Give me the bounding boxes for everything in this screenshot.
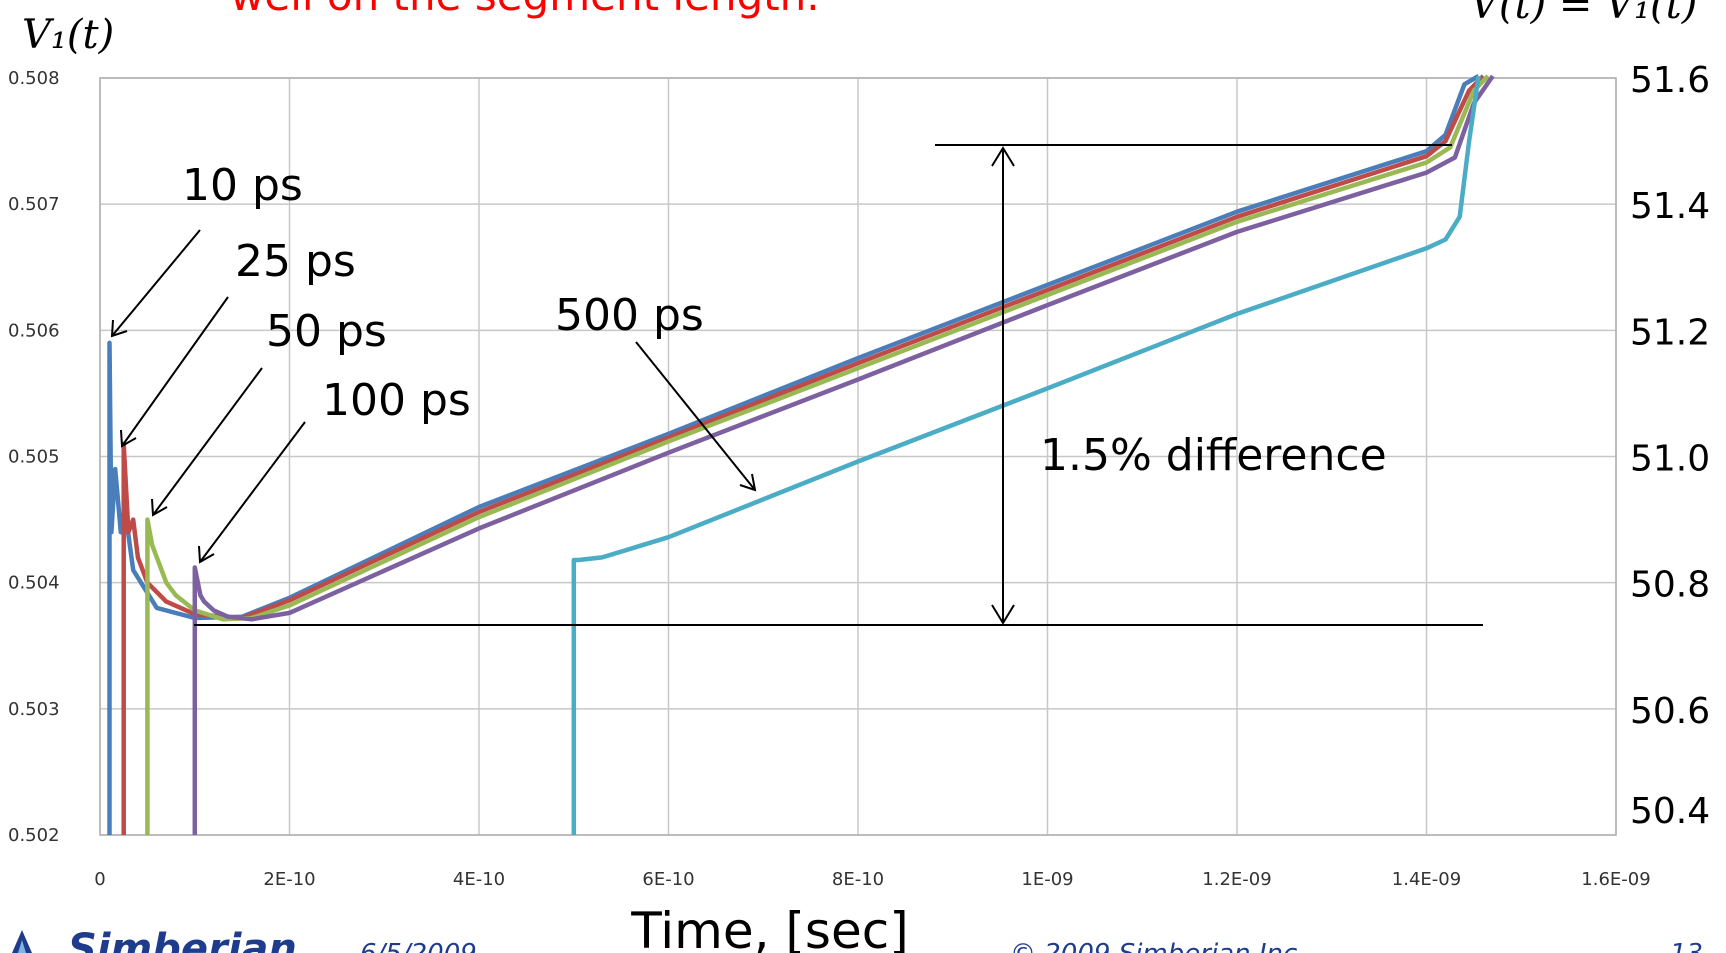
footer-logo-text: Simberian — [68, 926, 297, 953]
arrowhead-25ps — [120, 429, 137, 448]
arrowhead-50ps — [151, 498, 168, 517]
y2-tick-label: 51.0 — [1630, 439, 1710, 480]
y-tick-label: 0.503 — [8, 699, 60, 720]
x-tick-label: 4E-10 — [453, 869, 505, 890]
left-axis-label: V₁(t) — [22, 12, 114, 58]
axis-tick-labels: 0 2E-10 4E-10 6E-10 8E-10 1E-09 1.2E-09 1.4E-09… — [8, 60, 1710, 890]
series-line-3 — [192, 74, 1495, 835]
arrow-10ps — [111, 229, 201, 337]
y2-tick-label: 51.4 — [1630, 186, 1710, 227]
right-axis-label: V(t) = V₁(t) — [1470, 0, 1697, 28]
label-10ps: 10 ps — [182, 160, 303, 211]
plot-gridlines — [99, 77, 1617, 836]
y-tick-label: 0.505 — [8, 447, 60, 468]
y-tick-label: 0.508 — [8, 68, 60, 89]
label-difference: 1.5% difference — [1040, 430, 1387, 481]
arrowhead-100ps — [198, 545, 215, 564]
y2-tick-label: 50.8 — [1630, 565, 1710, 606]
y-tick-label: 0.502 — [8, 825, 60, 846]
label-25ps: 25 ps — [235, 236, 356, 287]
difference-arrowhead-top — [991, 146, 1015, 167]
footer-date: 6/5/2009 — [360, 939, 477, 953]
footer-copyright: © 2009 Simberian Inc. — [1010, 939, 1306, 953]
x-tick-label: 8E-10 — [832, 869, 884, 890]
plot-frame — [99, 77, 1617, 836]
arrow-25ps — [121, 296, 229, 447]
footer-page-number: 13 — [1670, 939, 1703, 953]
y2-tick-label: 50.6 — [1630, 691, 1710, 732]
y2-tick-label: 50.4 — [1630, 791, 1710, 832]
arrow-500ps — [635, 341, 756, 491]
annotation-arrows — [110, 229, 757, 564]
x-tick-label: 2E-10 — [263, 869, 315, 890]
label-50ps: 50 ps — [266, 306, 387, 357]
arrowhead-500ps — [739, 473, 757, 492]
y-tick-label: 0.506 — [8, 320, 60, 341]
y-tick-label: 0.504 — [8, 573, 60, 594]
label-100ps: 100 ps — [322, 375, 471, 426]
simberian-logo-icon — [12, 930, 32, 953]
series-line-2 — [145, 74, 1490, 835]
series-line-1 — [121, 74, 1485, 835]
difference-arrowhead-bottom — [991, 604, 1015, 625]
x-tick-label: 0 — [94, 869, 105, 890]
slide-header-text: well on the segment length. — [230, 0, 820, 20]
y-tick-label: 0.507 — [8, 194, 60, 215]
arrowhead-10ps — [110, 319, 128, 338]
data-series — [107, 74, 1495, 835]
x-tick-label: 1E-09 — [1021, 869, 1073, 890]
label-500ps: 500 ps — [555, 290, 704, 341]
x-tick-label: 1.4E-09 — [1392, 869, 1461, 890]
arrow-100ps — [199, 421, 306, 563]
x-axis-title: Time, [sec] — [630, 902, 908, 953]
y2-tick-label: 51.6 — [1630, 60, 1710, 101]
x-tick-label: 1.6E-09 — [1581, 869, 1650, 890]
arrow-50ps — [152, 367, 263, 516]
x-tick-label: 6E-10 — [642, 869, 694, 890]
series-line-4 — [571, 75, 1481, 835]
x-tick-label: 1.2E-09 — [1202, 869, 1271, 890]
y2-tick-label: 51.2 — [1630, 312, 1710, 353]
